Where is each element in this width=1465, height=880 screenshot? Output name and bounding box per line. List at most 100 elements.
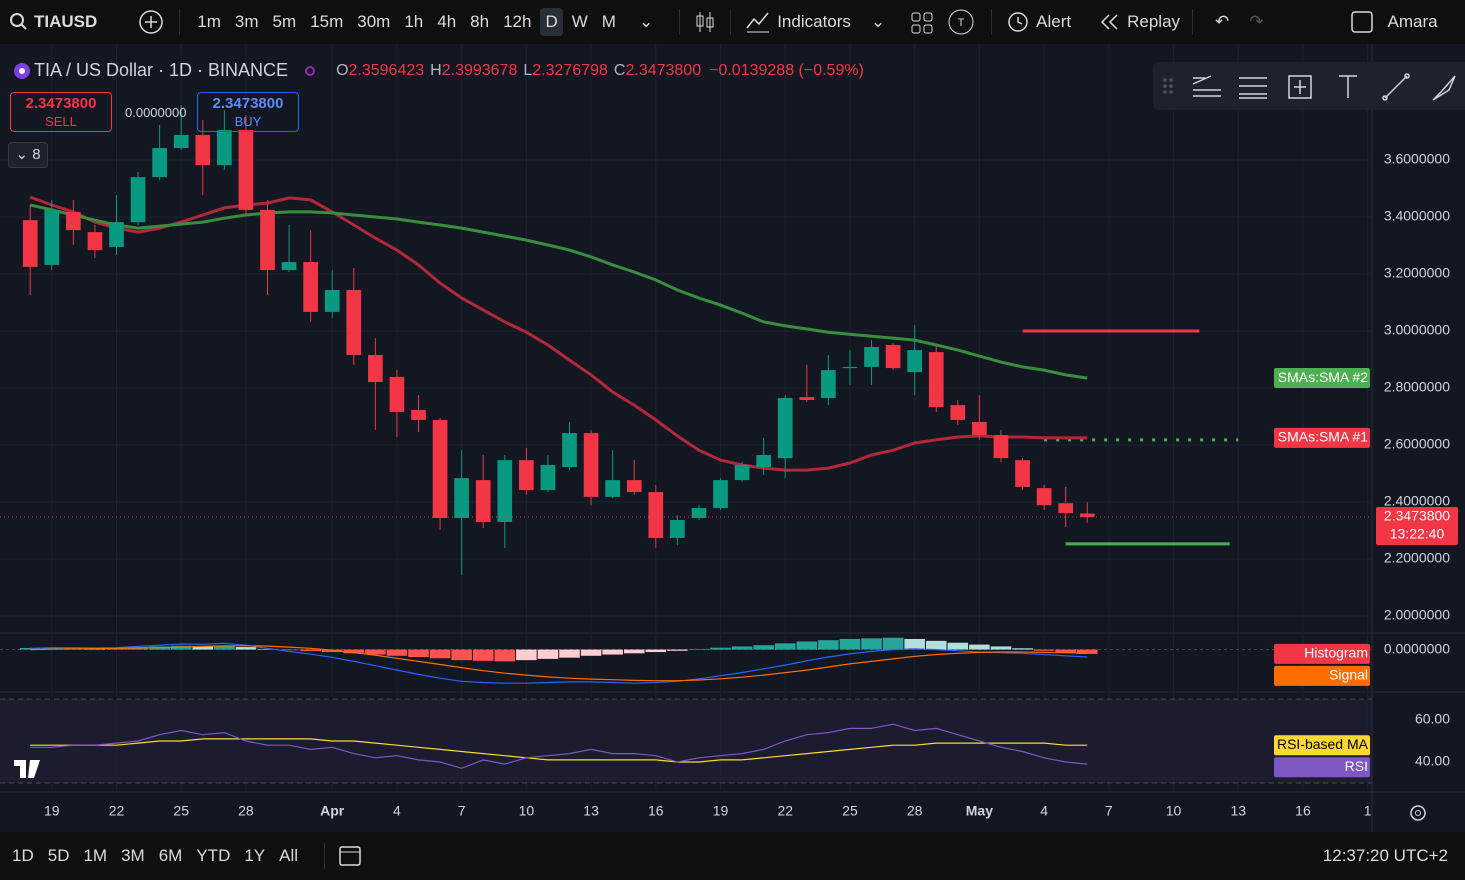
x-tick-label: 16 <box>648 803 664 819</box>
goto-date[interactable] <box>337 841 365 871</box>
range[interactable]: 3M <box>121 846 145 865</box>
candle-body <box>885 344 901 369</box>
alert[interactable]: Alert <box>1036 12 1072 31</box>
range[interactable]: YTD <box>196 846 231 865</box>
x-tick-label: 28 <box>907 803 923 819</box>
redo[interactable]: ↷ <box>1249 12 1264 31</box>
replay[interactable]: Replay <box>1127 12 1181 31</box>
user[interactable]: Amara <box>1387 12 1438 31</box>
indicator-toggle[interactable]: ⌄ 8 <box>8 142 48 168</box>
y-tick-label: 60.00 <box>1415 711 1450 727</box>
interval[interactable]: 30m <box>357 12 391 31</box>
interval[interactable]: 4h <box>437 12 457 31</box>
range[interactable]: 1Y <box>244 846 266 865</box>
candle-body <box>713 480 728 509</box>
interval[interactable]: M <box>601 12 616 31</box>
axis-label: Histogram <box>1304 645 1368 661</box>
interval[interactable]: 8h <box>470 12 490 31</box>
axis-label-bg <box>1274 735 1370 756</box>
interval[interactable]: 15m <box>310 12 344 31</box>
sma-line <box>29 195 1088 472</box>
interval[interactable]: 5m <box>272 12 297 31</box>
add-symbol[interactable] <box>137 0 167 44</box>
histogram-bar <box>688 648 710 650</box>
undo[interactable]: ↶ <box>1215 12 1230 31</box>
separator <box>730 9 732 35</box>
rsi-line <box>30 738 1088 763</box>
candle-body <box>821 370 836 399</box>
indicators-menu[interactable]: ⌄ <box>870 12 886 31</box>
macd-line <box>30 642 1088 684</box>
interval[interactable]: D <box>540 8 563 36</box>
ohlc-value: 2.3473800 <box>625 61 702 79</box>
histogram-bar <box>731 646 753 650</box>
axis-label-bg <box>1274 368 1370 389</box>
candle-body <box>281 262 297 271</box>
indicators-icon[interactable] <box>743 0 773 44</box>
indicators[interactable]: Indicators <box>777 12 851 31</box>
y-tick-label: 2.2000000 <box>1384 550 1450 566</box>
y-tick-label: 0.0000000 <box>1384 640 1450 656</box>
histogram-bar <box>494 649 516 662</box>
sell-button[interactable]: 2.3473800 SELL <box>10 92 112 132</box>
candle-body <box>691 508 707 518</box>
range[interactable]: 1D <box>12 846 34 865</box>
candle-body <box>195 134 211 166</box>
histogram-bar <box>774 643 796 650</box>
separator <box>1192 9 1194 35</box>
top-toolbar: TIAUSD 1m 3m 5m 15m 30m 1h 4h 8h 12h D W M ⌄ Indica… <box>0 0 1465 44</box>
axis-label-bg <box>1274 757 1370 778</box>
legend-change: −0.0139288 (−0.59%) <box>709 61 864 79</box>
candle-body <box>411 409 426 420</box>
y-tick-label: 3.0000000 <box>1384 322 1450 338</box>
chart-type[interactable] <box>692 0 718 44</box>
fullscreen[interactable] <box>1348 0 1378 44</box>
x-tick-label: 25 <box>842 803 858 819</box>
ohlc-key: L <box>523 61 533 79</box>
interval[interactable]: W <box>571 12 588 31</box>
histogram-bar <box>343 649 365 654</box>
y-tick-label: 3.6000000 <box>1384 151 1450 167</box>
interval[interactable]: 3m <box>234 12 259 31</box>
candle-body <box>583 433 599 497</box>
settings-icon <box>1415 810 1421 816</box>
histogram-bar <box>947 642 969 650</box>
histogram-bar <box>235 647 257 650</box>
interval[interactable]: 12h <box>503 12 532 31</box>
interval-menu[interactable]: ⌄ <box>638 12 654 31</box>
drawing-toolbar <box>1153 62 1465 110</box>
price-label: 2.3473800 <box>1384 508 1450 524</box>
range[interactable]: 5D <box>47 846 70 865</box>
template-icon[interactable]: T <box>935 0 979 44</box>
candle-body <box>475 480 491 522</box>
histogram-bar <box>537 649 559 659</box>
range[interactable]: 1M <box>83 846 108 865</box>
interval[interactable]: 1m <box>197 12 221 31</box>
candle-body <box>22 220 38 267</box>
range[interactable]: All <box>279 846 299 865</box>
candle-body <box>562 433 577 467</box>
buy-button[interactable]: 2.3473800 BUY <box>197 92 299 132</box>
range[interactable]: 6M <box>158 846 183 865</box>
axis-label: RSI-based MA <box>1277 736 1369 752</box>
buy-price: 2.3473800 <box>212 95 284 112</box>
interval[interactable]: 1h <box>404 12 424 31</box>
histogram-bar <box>192 646 214 650</box>
replay-icon[interactable] <box>1097 0 1123 44</box>
sell-label: SELL <box>45 114 77 129</box>
candle-body <box>799 397 815 400</box>
search-icon[interactable] <box>0 0 34 44</box>
x-tick-label: 7 <box>1105 803 1113 819</box>
layout-icon[interactable] <box>909 0 935 44</box>
y-tick-label: 2.6000000 <box>1384 436 1450 452</box>
drawing-tools[interactable] <box>1153 62 1465 110</box>
candle-body <box>519 460 534 491</box>
alert-icon[interactable] <box>1004 0 1034 44</box>
candle-body <box>87 232 103 251</box>
candle-body <box>907 350 923 373</box>
clock[interactable]: 12:37:20 UTC+2 <box>1322 846 1448 865</box>
candle-body <box>432 419 448 518</box>
histogram-bar <box>408 649 429 658</box>
symbol[interactable]: TIAUSD <box>34 12 98 31</box>
